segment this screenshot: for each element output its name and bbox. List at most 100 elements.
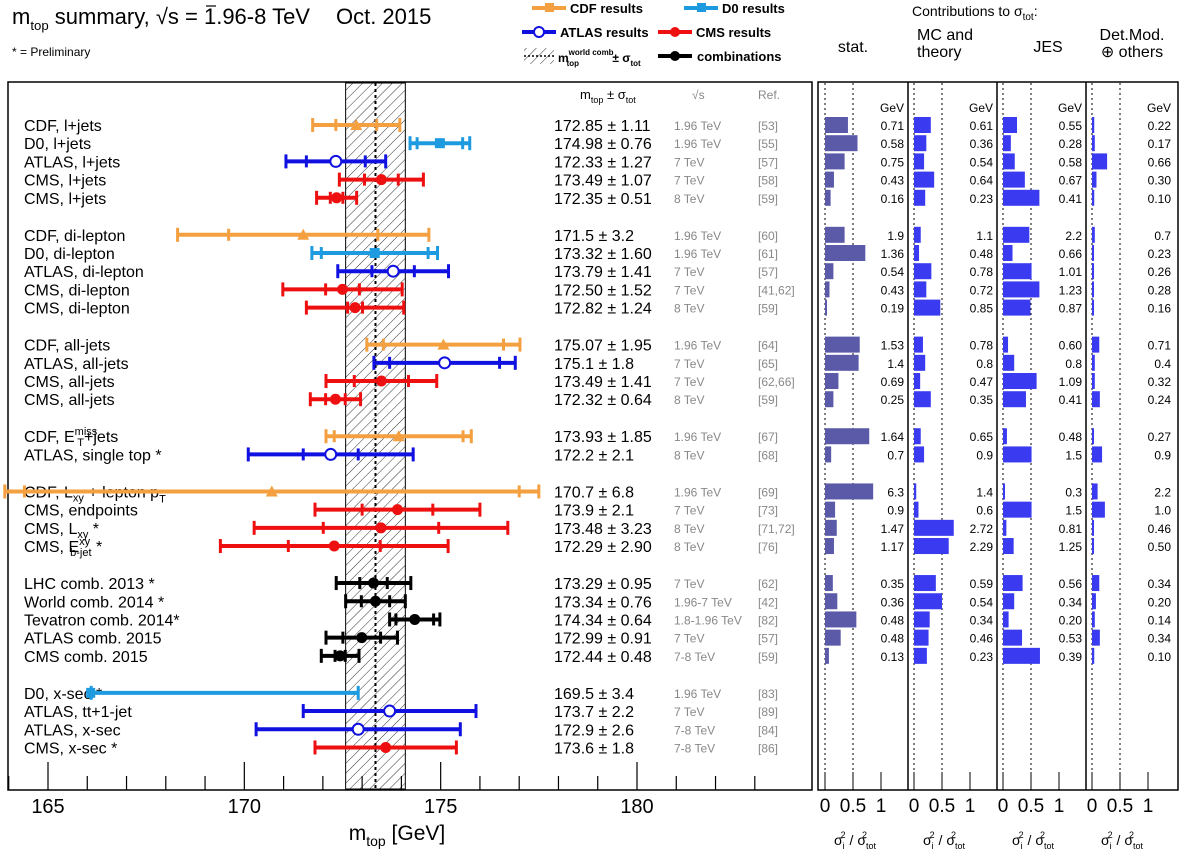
measurement-row: ATLAS, x-sec 172.9 ± 2.6 7-8 TeV [84] [24, 722, 778, 739]
row-sqrt-s: 7 TeV [674, 375, 704, 389]
data-point-marker [350, 119, 363, 130]
measurement-row: CMS, all-jets 173.49 ± 1.41 7 TeV [62,66] 0.… [24, 373, 1171, 391]
row-label: CMS, x-sec * [24, 740, 117, 757]
row-value: 173.48 ± 3.23 [554, 521, 652, 538]
x-axis-tick-label: 170 [228, 796, 261, 818]
contrib-bar [1003, 373, 1037, 390]
contrib-value: 0.6 [976, 504, 993, 518]
contrib-bar [914, 575, 936, 592]
contrib-value: 0.25 [881, 393, 905, 407]
text-part: / σ [935, 832, 956, 848]
contrib-value: 0.71 [881, 119, 905, 133]
legend-cdf-marker [545, 3, 554, 12]
contrib-bar [914, 428, 921, 445]
contrib-bar [1003, 336, 1009, 353]
contrib-bar [914, 446, 925, 463]
row-label: CMS, di-lepton [24, 301, 130, 318]
pm-sign: ± [603, 594, 621, 611]
contrib-bar [825, 373, 839, 390]
contrib-value: 1.64 [881, 430, 905, 444]
contrib-value: 0.58 [1059, 155, 1083, 169]
contrib-value: 0.36 [970, 137, 994, 151]
contrib-value: 0.30 [1148, 174, 1172, 188]
legend-comb-marker [670, 51, 680, 61]
pm-sign: ± [603, 301, 621, 318]
data-point-marker [329, 393, 341, 405]
legend-d0-marker [697, 3, 706, 12]
contrib-value: 0.24 [1148, 393, 1172, 407]
contrib-bar [1003, 575, 1023, 592]
row-ref: [57] [758, 155, 778, 169]
row-sqrt-s: 8 TeV [674, 302, 704, 316]
row-label: CMS comb. 2015 [24, 649, 148, 666]
text-part: ATLAS, di-lepton [24, 264, 144, 281]
contrib-bar [825, 501, 836, 518]
contrib-plot-frame [817, 81, 1179, 791]
contrib-value: 0.46 [1148, 522, 1172, 536]
pm-sign: ± [598, 704, 611, 721]
text-part: 169.5 [554, 686, 598, 703]
data-point-marker [265, 485, 278, 497]
contrib-value: 0.28 [1059, 137, 1083, 151]
text-part: 2.6 [612, 722, 634, 739]
text-part: 173.7 [554, 704, 598, 721]
text-part: World comb. 2014 * [24, 594, 164, 611]
contrib-value: 1.4 [976, 485, 993, 499]
text-part: CMS, x-sec * [24, 740, 117, 757]
contrib-value: 0.54 [881, 265, 905, 279]
contrib-bar [914, 519, 954, 536]
row-value: 172.35 ± 0.51 [554, 191, 652, 208]
measurement-row: ATLAS, di-lepton 173.79 ± 1.41 7 TeV [57] 0.… [24, 263, 1171, 281]
text-part: CMS, all-jets [24, 392, 115, 409]
data-point-marker [328, 540, 340, 552]
text-part: i [932, 841, 934, 851]
row-sqrt-s: 7 TeV [674, 577, 704, 591]
contrib-bar [1003, 299, 1031, 316]
text-part: D0, l+jets [24, 136, 91, 153]
contrib-value: 0.17 [1148, 137, 1172, 151]
contrib-value: 0.75 [881, 155, 905, 169]
row-label: CMS, l+jets [24, 191, 106, 208]
text-part: 0.64 [621, 392, 652, 409]
row-label: CDF, all-jets [24, 338, 110, 355]
contrib-bar [1003, 117, 1017, 133]
contrib-axis-tick-label: 1 [876, 796, 887, 817]
text-part: D0, x-sec * [24, 686, 102, 703]
preliminary-note: * = Preliminary [12, 45, 90, 59]
pm-sign: ± [603, 539, 621, 556]
contrib-bar [914, 647, 927, 664]
data-point-marker [297, 228, 310, 240]
contrib-value: 0.35 [970, 393, 994, 407]
data-point-marker [437, 338, 450, 350]
text-part: 172.44 [554, 649, 603, 666]
pm-sign: ± [603, 118, 621, 135]
text-part: σ [834, 832, 843, 848]
pm-sign: ± [598, 686, 611, 703]
text-part: 2 [1129, 830, 1134, 840]
row-value: 172.44 ± 0.48 [554, 649, 652, 666]
text-part: 0.95 [621, 576, 652, 593]
contrib-bar [914, 538, 949, 555]
contrib-value: 0.14 [1148, 613, 1172, 627]
row-value: 172.2 ± 2.1 [554, 447, 634, 464]
text-part: 3.4 [612, 686, 634, 703]
contrib-value: 0.81 [1059, 522, 1083, 536]
contrib-bar [914, 226, 921, 243]
contrib-value: 1.01 [1059, 265, 1083, 279]
text-part: ± σ [609, 51, 630, 65]
row-ref: [64] [758, 339, 778, 353]
contrib-bar [1003, 354, 1015, 371]
contrib-value: 0.64 [970, 174, 994, 188]
pm-sign: ± [603, 429, 621, 446]
text-part: 175.07 [554, 338, 603, 355]
contrib-value: 0.34 [1059, 595, 1083, 609]
text-part: b-jet [70, 547, 91, 559]
contrib-value: 0.20 [1148, 595, 1172, 609]
pm-sign: ± [603, 154, 621, 171]
legend-cdf-label: CDF results [570, 1, 643, 16]
row-value: 172.82 ± 1.24 [554, 301, 652, 318]
pm-sign: ± [603, 136, 621, 153]
text-part: [GeV] [386, 822, 446, 845]
text-part: 0.51 [621, 191, 652, 208]
data-point-marker [409, 613, 421, 625]
